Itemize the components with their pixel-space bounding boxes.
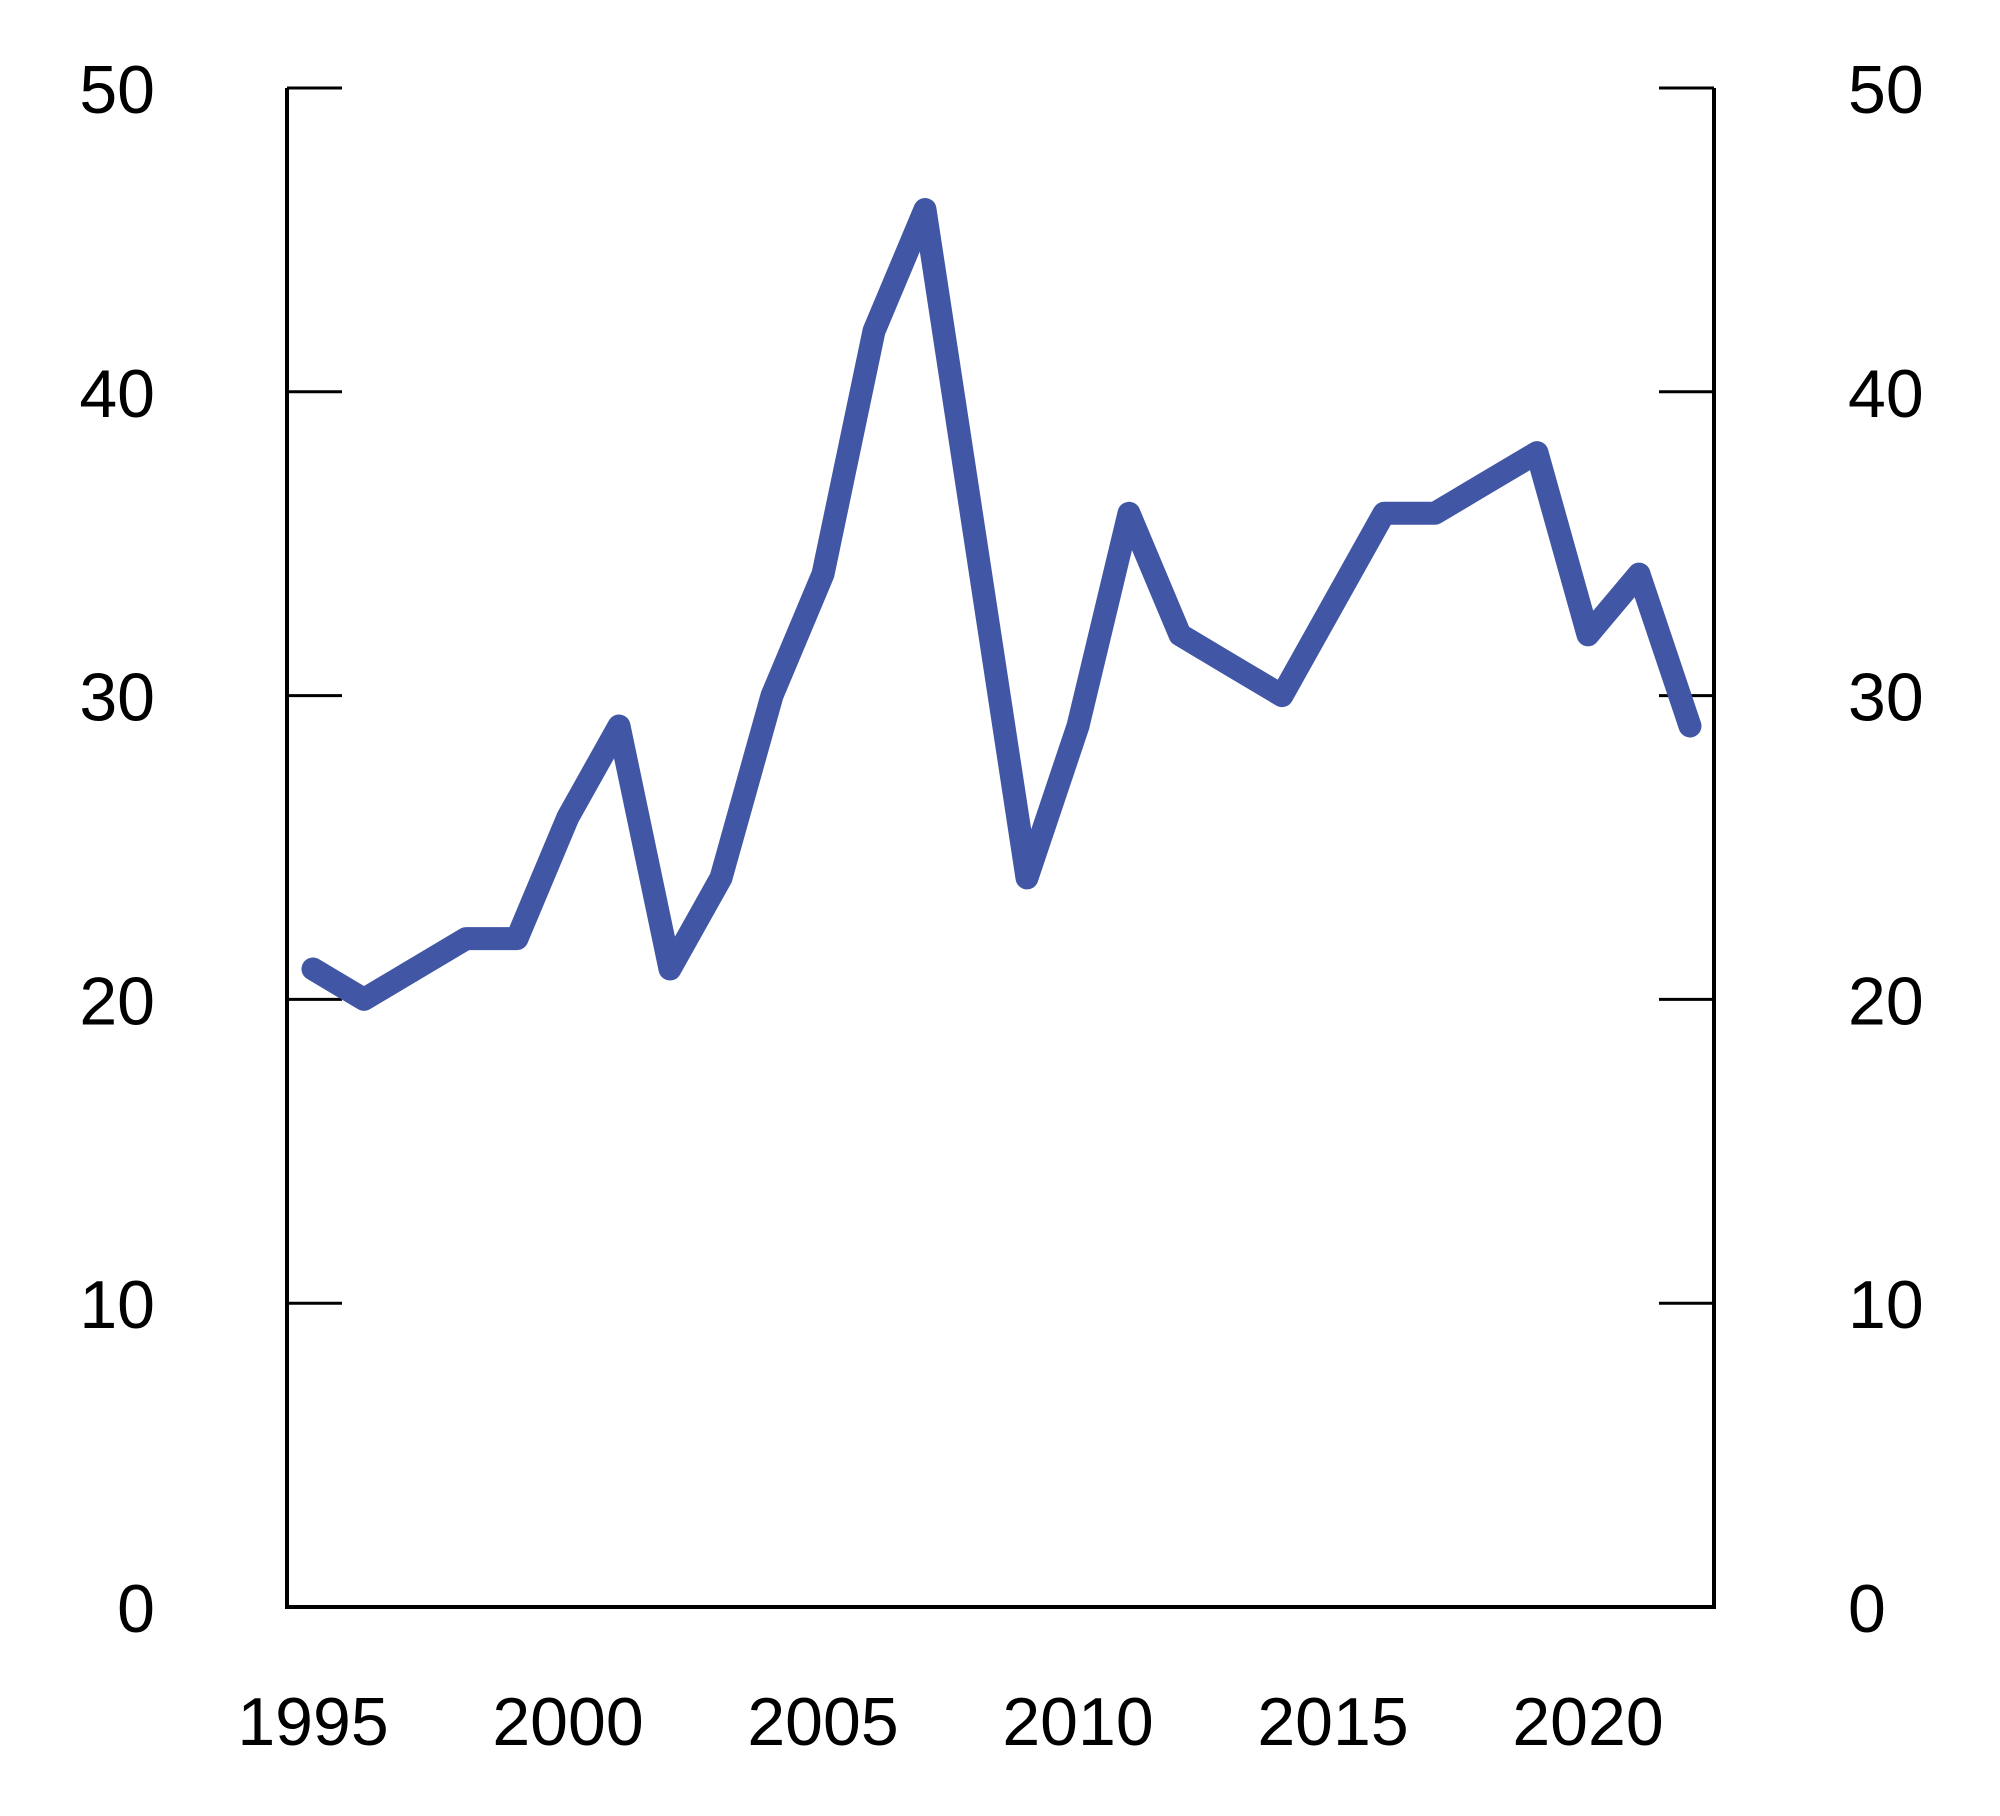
x-axis-tick-label: 2020 [1512,1684,1663,1760]
x-axis-tick-label: 2000 [492,1684,643,1760]
x-axis-tick-label: 2010 [1002,1684,1153,1760]
y-axis-tick-label-left: 30 [79,660,155,736]
y-axis-tick-label-right: 50 [1848,52,1924,128]
y-axis-tick-label-left: 20 [79,963,155,1039]
y-axis-tick-label-right: 40 [1848,356,1924,432]
x-axis-tick-label: 2015 [1257,1684,1408,1760]
x-axis-tick-label: 2005 [747,1684,898,1760]
y-axis-tick-label-left: 0 [117,1571,155,1647]
x-axis-tick-label: 1995 [237,1684,388,1760]
y-axis-tick-label-left: 50 [79,52,155,128]
y-axis-tick-label-right: 10 [1848,1267,1924,1343]
y-axis-tick-label-right: 20 [1848,963,1924,1039]
y-axis-tick-label-right: 30 [1848,660,1924,736]
y-axis-tick-label-right: 0 [1848,1571,1886,1647]
y-axis-tick-label-left: 40 [79,356,155,432]
y-axis-tick-label-left: 10 [79,1267,155,1343]
data-line-series-1 [301,198,1702,1011]
